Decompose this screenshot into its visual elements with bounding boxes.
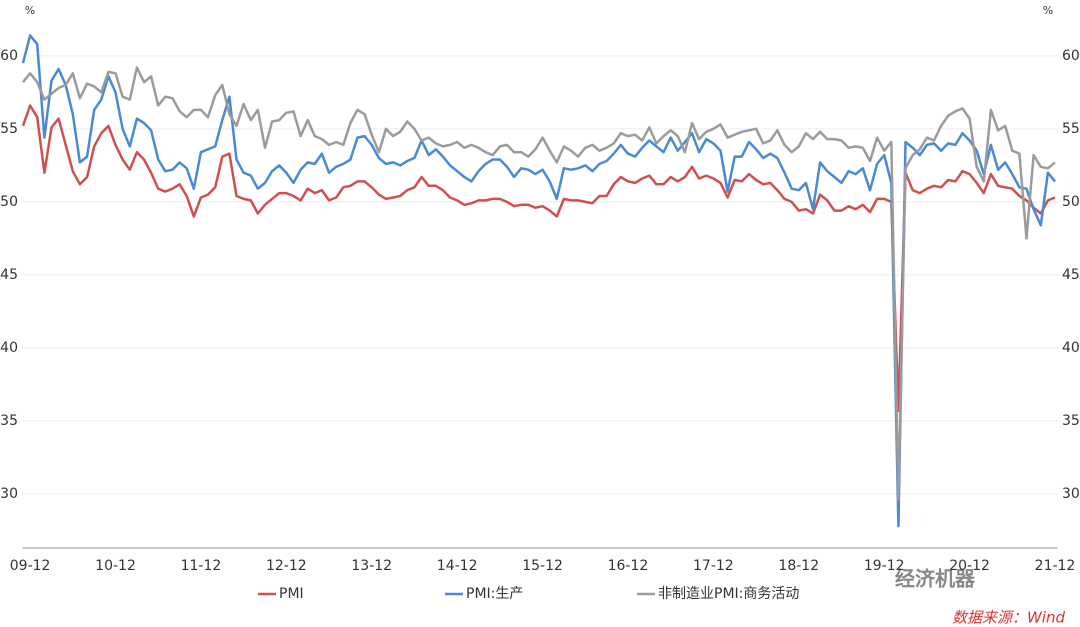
source-note: 数据来源：Wind <box>952 609 1066 627</box>
legend-label: PMI:生产 <box>466 586 523 602</box>
y2-tick-label: 60 <box>1062 48 1080 64</box>
y2-tick-label: 30 <box>1062 486 1080 502</box>
legend-label: 非制造业PMI:商务活动 <box>658 586 799 602</box>
x-tick-label: 16-12 <box>608 558 649 574</box>
x-tick-label: 19-12 <box>864 558 905 574</box>
x-tick-label: 21-12 <box>1035 558 1076 574</box>
x-tick-label: 10-12 <box>95 558 136 574</box>
x-tick-label: 09-12 <box>10 558 51 574</box>
y-tick-label: 40 <box>0 340 18 356</box>
y2-tick-label: 40 <box>1062 340 1080 356</box>
y2-unit: % <box>1043 4 1053 17</box>
y-tick-label: 50 <box>0 194 18 210</box>
x-tick-label: 18-12 <box>778 558 819 574</box>
watermark: 经济机器 <box>895 567 976 591</box>
series-line <box>21 104 1056 412</box>
y-tick-label: 60 <box>0 48 18 64</box>
legend-label: PMI <box>279 586 304 602</box>
x-tick-label: 17-12 <box>693 558 734 574</box>
x-tick-label: 12-12 <box>266 558 307 574</box>
y2-tick-label: 35 <box>1062 413 1080 429</box>
x-tick-label: 20-12 <box>949 558 990 574</box>
y-tick-label: 35 <box>0 413 18 429</box>
y-tick-label: 45 <box>0 267 18 283</box>
series-line <box>21 34 1056 528</box>
x-tick-label: 14-12 <box>437 558 478 574</box>
x-tick-label: 11-12 <box>181 558 222 574</box>
y-tick-label: 55 <box>0 121 18 137</box>
series-line <box>22 66 1056 502</box>
x-tick-label: 13-12 <box>351 558 392 574</box>
y-unit: % <box>25 4 35 17</box>
y-tick-label: 30 <box>0 486 18 502</box>
y2-tick-label: 50 <box>1062 194 1080 210</box>
y2-tick-label: 45 <box>1062 267 1080 283</box>
x-tick-label: 15-12 <box>522 558 563 574</box>
y2-tick-label: 55 <box>1062 121 1080 137</box>
